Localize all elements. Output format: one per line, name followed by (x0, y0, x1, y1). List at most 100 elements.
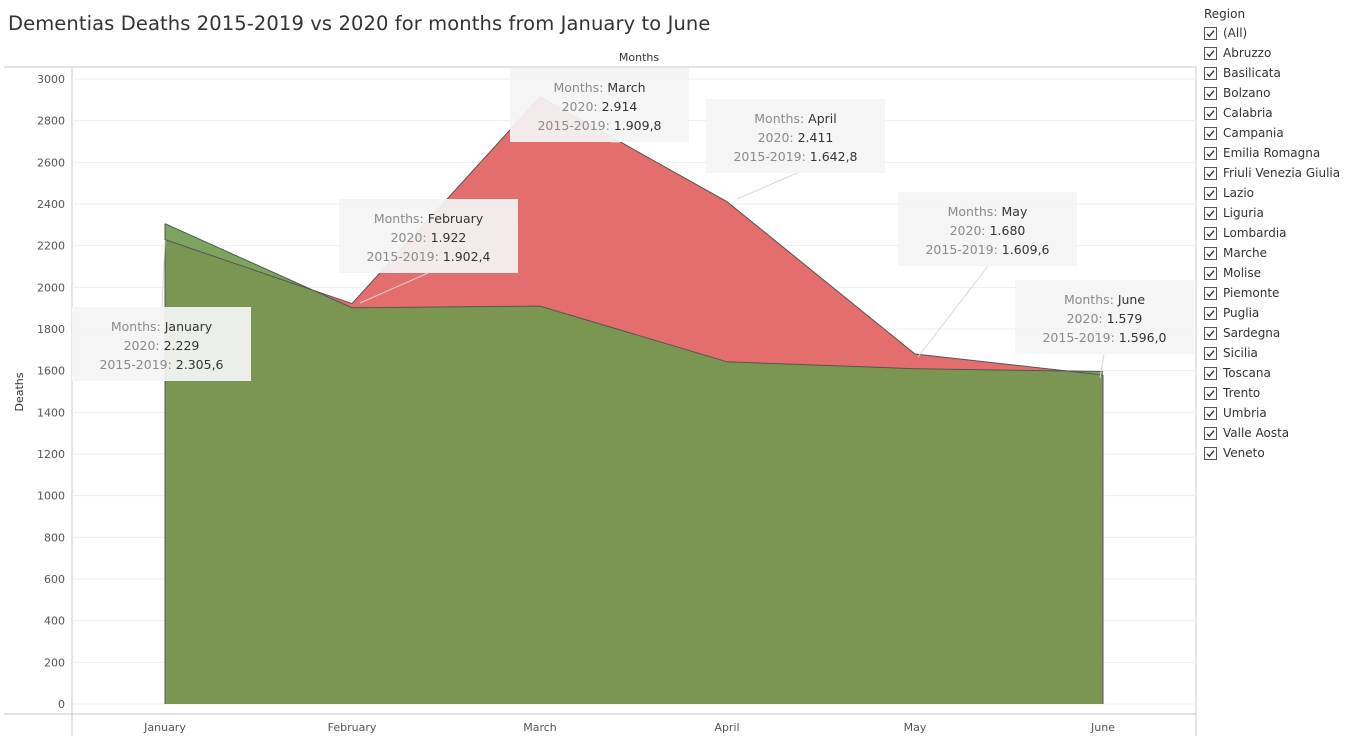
region-checkbox[interactable] (1204, 426, 1217, 440)
annotation-line: 2020: 1.680 (950, 223, 1026, 238)
annotation-value: April (808, 111, 837, 126)
y-tick-label: 200 (44, 656, 65, 669)
region-option[interactable]: Lazio (1204, 183, 1354, 203)
annotation-line: 2020: 2.411 (758, 130, 834, 145)
y-tick-label: 800 (44, 531, 65, 544)
region-checkbox[interactable] (1204, 186, 1217, 200)
region-checkbox[interactable] (1204, 366, 1217, 380)
annotation-value: 1.596,0 (1119, 330, 1167, 345)
check-icon (1206, 369, 1215, 377)
region-checkbox[interactable] (1204, 386, 1217, 400)
annotation-line: Months: June (1064, 292, 1145, 307)
region-checkbox[interactable] (1204, 166, 1217, 180)
annotation-value: January (164, 319, 213, 334)
region-label: Lombardia (1223, 226, 1287, 240)
x-tick-label: March (523, 721, 557, 734)
annotation-value: 1.902,4 (443, 249, 491, 264)
annotation-leader (161, 239, 166, 308)
check-icon (1206, 389, 1215, 397)
region-option[interactable]: Veneto (1204, 443, 1354, 463)
region-option[interactable]: Lombardia (1204, 223, 1354, 243)
y-tick-label: 2600 (37, 156, 65, 169)
column-header: Months (619, 51, 659, 64)
annotation-key: 2015-2019: (1042, 330, 1118, 345)
y-tick-label: 400 (44, 615, 65, 628)
annotation-value: 1.579 (1107, 311, 1143, 326)
annotation-box (1015, 280, 1194, 354)
region-checkbox[interactable] (1204, 346, 1217, 360)
check-icon (1206, 29, 1215, 37)
region-option[interactable]: Umbria (1204, 403, 1354, 423)
region-checkbox[interactable] (1204, 406, 1217, 420)
region-checkbox[interactable] (1204, 246, 1217, 260)
annotation-box (898, 192, 1077, 266)
region-checkbox[interactable] (1204, 266, 1217, 280)
region-option[interactable]: Piemonte (1204, 283, 1354, 303)
annotation-key: 2015-2019: (537, 118, 613, 133)
annotation-leader (917, 265, 989, 358)
check-icon (1206, 69, 1215, 77)
annotation-value: 1.609,6 (1002, 242, 1050, 257)
check-icon (1206, 129, 1215, 137)
region-option[interactable]: Trento (1204, 383, 1354, 403)
annotation-line: 2015-2019: 1.609,6 (925, 242, 1049, 257)
check-icon (1206, 209, 1215, 217)
region-label: Campania (1223, 126, 1284, 140)
region-checkbox[interactable] (1204, 306, 1217, 320)
region-option[interactable]: Campania (1204, 123, 1354, 143)
region-option[interactable]: Sicilia (1204, 343, 1354, 363)
region-option[interactable]: Sardegna (1204, 323, 1354, 343)
region-checkbox[interactable] (1204, 106, 1217, 120)
y-tick-label: 1000 (37, 490, 65, 503)
region-checkbox[interactable] (1204, 126, 1217, 140)
region-checkbox[interactable] (1204, 26, 1217, 40)
annotation-key: 2015-2019: (99, 357, 175, 372)
annotation-value: 1.922 (431, 230, 467, 245)
region-checkbox[interactable] (1204, 226, 1217, 240)
annotation-box (339, 199, 518, 273)
y-tick-label: 3000 (37, 73, 65, 86)
annotation-box (72, 307, 251, 381)
region-option[interactable]: Valle Aosta (1204, 423, 1354, 443)
region-label: Abruzzo (1223, 46, 1272, 60)
region-option[interactable]: Bolzano (1204, 83, 1354, 103)
x-tick-label: January (143, 721, 186, 734)
region-option[interactable]: Liguria (1204, 203, 1354, 223)
region-label: Friuli Venezia Giulia (1223, 166, 1341, 180)
annotation-value: June (1117, 292, 1146, 307)
region-option[interactable]: Marche (1204, 243, 1354, 263)
region-option[interactable]: Calabria (1204, 103, 1354, 123)
region-checkbox[interactable] (1204, 46, 1217, 60)
annotation-line: 2020: 2.914 (562, 99, 638, 114)
annotation-key: 2015-2019: (366, 249, 442, 264)
region-label: Toscana (1223, 366, 1271, 380)
region-checkbox[interactable] (1204, 326, 1217, 340)
region-checkbox[interactable] (1204, 66, 1217, 80)
check-icon (1206, 49, 1215, 57)
region-checkbox[interactable] (1204, 206, 1217, 220)
region-option[interactable]: Emilia Romagna (1204, 143, 1354, 163)
check-icon (1206, 249, 1215, 257)
region-label: Trento (1223, 386, 1261, 400)
region-filter-title: Region (1204, 7, 1246, 21)
annotation-key: 2020: (562, 99, 602, 114)
region-checkbox[interactable] (1204, 146, 1217, 160)
region-filter: Region (All) Abruzzo Basilicata Bolzano Cala… (1204, 5, 1354, 463)
region-option[interactable]: Puglia (1204, 303, 1354, 323)
check-icon (1206, 349, 1215, 357)
region-option[interactable]: Basilicata (1204, 63, 1354, 83)
area-chart: Months 0 200 400 600 800 1000 1200 1400 1600 1800 2… (4, 51, 1197, 736)
region-option[interactable]: Abruzzo (1204, 43, 1354, 63)
region-option[interactable]: Molise (1204, 263, 1354, 283)
region-label: Puglia (1223, 306, 1260, 320)
region-option[interactable]: Friuli Venezia Giulia (1204, 163, 1354, 183)
region-checkbox[interactable] (1204, 86, 1217, 100)
region-label: Umbria (1223, 406, 1267, 420)
region-option[interactable]: (All) (1204, 23, 1354, 43)
region-checkbox[interactable] (1204, 446, 1217, 460)
y-tick-label: 1600 (37, 365, 65, 378)
region-option[interactable]: Toscana (1204, 363, 1354, 383)
region-checkbox[interactable] (1204, 286, 1217, 300)
region-filter-list: (All) Abruzzo Basilicata Bolzano Calabria Cam… (1204, 23, 1354, 463)
annotation-line: 2015-2019: 2.305,6 (99, 357, 223, 372)
